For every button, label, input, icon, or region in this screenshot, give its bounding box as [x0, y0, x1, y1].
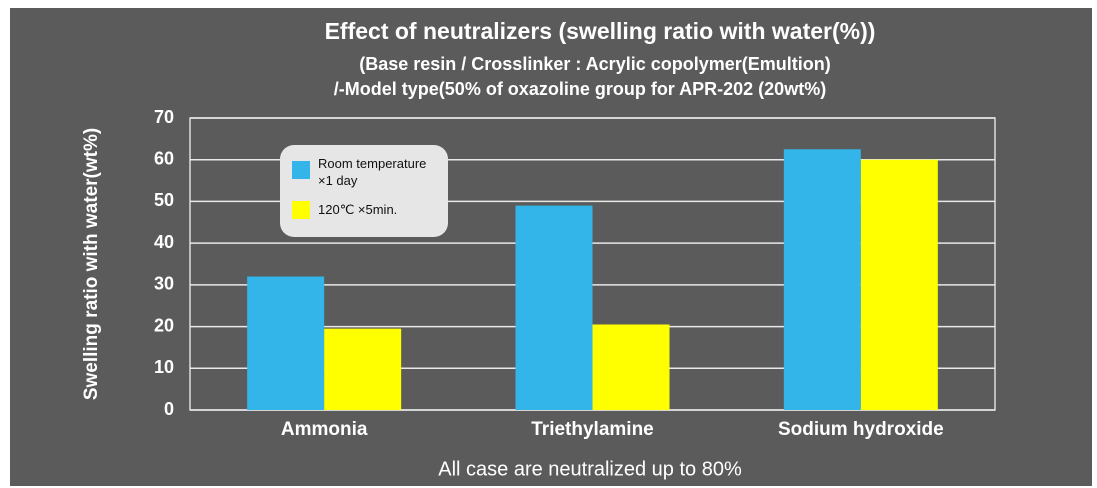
- y-tick-label: 60: [154, 148, 174, 168]
- y-tick-label: 10: [154, 357, 174, 377]
- annotation: All case are neutralized up to 80%: [438, 458, 742, 480]
- legend-label: 120℃ ×5min.: [318, 202, 398, 217]
- bar: [324, 328, 402, 410]
- legend: Room temperature ×1 day 120℃ ×5min.: [280, 145, 448, 237]
- x-tick-label: Sodium hydroxide: [778, 419, 944, 440]
- bar: [515, 205, 593, 410]
- chart-title: Effect of neutralizers (swelling ratio w…: [325, 18, 876, 44]
- legend-label: Room temperature ×1 day: [318, 156, 427, 188]
- legend-item: Room temperature ×1 day: [292, 155, 440, 189]
- bar: [592, 324, 670, 410]
- legend-swatch: [292, 161, 310, 179]
- subtitle: /-Model type(50% of oxazoline group for …: [334, 79, 826, 99]
- y-axis-label: Swelling ratio with water(wt%): [81, 128, 102, 400]
- subtitle: (Base resin / Crosslinker : Acrylic copo…: [359, 54, 830, 74]
- y-tick-label: 20: [154, 315, 174, 335]
- bar: [247, 276, 325, 410]
- y-tick-label: 40: [154, 232, 174, 252]
- bar: [860, 159, 938, 410]
- x-tick-label: Ammonia: [281, 419, 368, 440]
- y-tick-label: 70: [154, 107, 174, 127]
- y-tick-label: 50: [154, 190, 174, 210]
- y-tick-label: 30: [154, 274, 174, 294]
- bar: [783, 149, 861, 411]
- y-tick-label: 0: [164, 399, 174, 419]
- x-tick-label: Triethylamine: [531, 419, 654, 440]
- legend-item: 120℃ ×5min.: [292, 201, 440, 219]
- legend-swatch: [292, 201, 310, 219]
